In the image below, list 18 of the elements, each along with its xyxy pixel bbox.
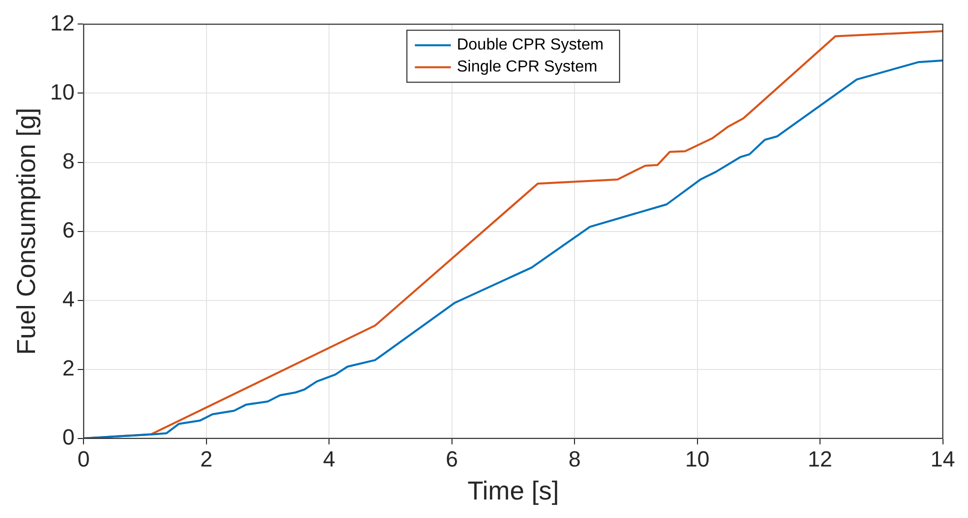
y-tick-label: 12 [50,10,75,36]
y-tick-label: 0 [62,424,75,450]
x-axis-title: Time [s] [467,476,559,506]
y-tick-label: 10 [50,79,75,104]
y-tick-label: 4 [62,286,75,312]
x-tick-label: 12 [808,446,832,472]
x-tick-label: 14 [930,446,956,472]
x-tick-label: 8 [568,446,581,472]
y-tick-label: 2 [62,355,75,380]
legend-label: Single CPR System [456,58,598,76]
x-tick-label: 6 [446,446,458,472]
x-tick-label: 2 [200,446,213,472]
x-tick-label: 10 [685,446,710,472]
y-axis-title: Fuel Consumption [g] [10,108,41,355]
y-tick-label: 8 [62,148,75,174]
legend-label: Double CPR System [456,36,604,54]
x-tick-label: 4 [323,446,336,472]
y-tick-label: 6 [62,217,75,242]
